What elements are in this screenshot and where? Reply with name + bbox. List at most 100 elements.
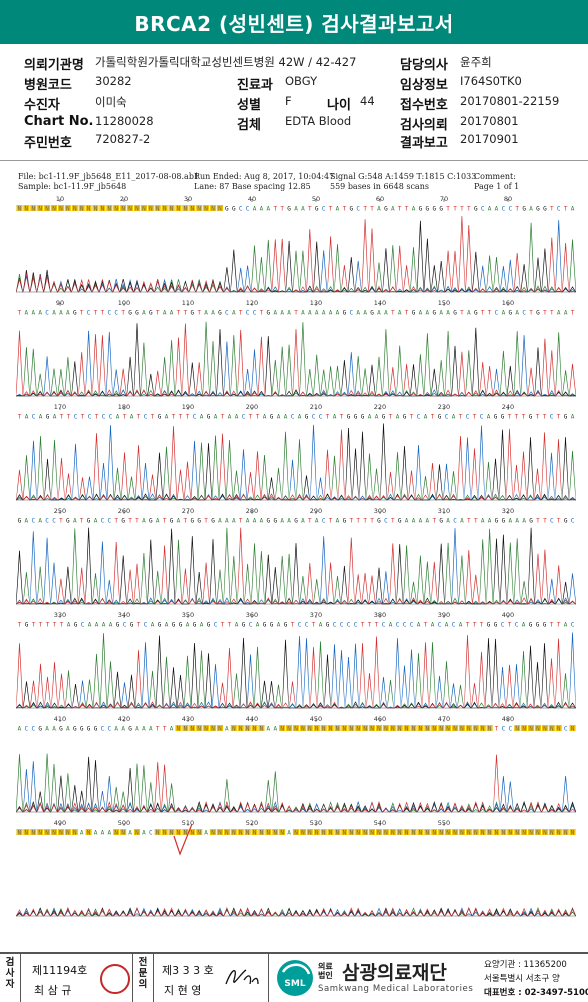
base-call-n bbox=[71, 829, 78, 835]
base-call: C bbox=[571, 622, 575, 629]
base-call: G bbox=[354, 414, 358, 421]
base-call: A bbox=[163, 310, 167, 317]
base-call: A bbox=[88, 622, 92, 629]
base-call-n bbox=[541, 829, 548, 835]
base-call-n bbox=[50, 829, 58, 835]
base-call: N bbox=[509, 830, 513, 837]
base-call: C bbox=[354, 622, 358, 629]
base-call: G bbox=[494, 622, 498, 629]
base-call: C bbox=[481, 206, 485, 213]
base-call: A bbox=[273, 726, 277, 733]
base-call: C bbox=[515, 622, 519, 629]
base-call: N bbox=[446, 830, 450, 837]
reviewer-name: 최 삼 규 bbox=[34, 984, 72, 997]
base-call: G bbox=[197, 518, 201, 525]
base-call: T bbox=[59, 518, 63, 525]
base-call-n bbox=[410, 725, 417, 731]
base-call: G bbox=[398, 518, 402, 525]
base-call: A bbox=[225, 518, 229, 525]
base-call: A bbox=[59, 310, 63, 317]
trace-panel-6: 410 420 430 440 450 460 470 480 A C C G A A G A G G G G C C A A… bbox=[16, 716, 576, 816]
trace-svg: 10 20 30 40 50 60 70 80N N N N N N N N N N N N N N N N N N N N N N N N… bbox=[16, 196, 576, 293]
base-call: T bbox=[128, 518, 132, 525]
base-call-n bbox=[479, 725, 486, 731]
base-call: N bbox=[398, 830, 402, 837]
base-call: A bbox=[419, 310, 423, 317]
base-call: A bbox=[368, 414, 372, 421]
base-call: T bbox=[273, 206, 277, 213]
base-call: N bbox=[25, 830, 29, 837]
base-call: T bbox=[389, 414, 393, 421]
base-call: A bbox=[66, 310, 70, 317]
tick-label: 470 bbox=[438, 716, 450, 723]
base-call: A bbox=[225, 726, 229, 733]
base-call: N bbox=[25, 206, 29, 213]
base-call-n bbox=[244, 829, 251, 835]
base-call: N bbox=[294, 726, 298, 733]
tick-label: 50 bbox=[312, 196, 320, 203]
base-call: T bbox=[326, 414, 330, 421]
base-call: C bbox=[25, 726, 29, 733]
base-call: C bbox=[501, 622, 505, 629]
base-call: C bbox=[550, 518, 554, 525]
base-call: T bbox=[543, 518, 547, 525]
base-call: A bbox=[294, 206, 298, 213]
base-call: C bbox=[114, 310, 118, 317]
trace-g bbox=[16, 423, 576, 501]
trace-t bbox=[16, 527, 576, 605]
base-call: N bbox=[163, 206, 167, 213]
trace-page: Page 1 of 1 bbox=[474, 182, 520, 191]
base-call: G bbox=[66, 518, 70, 525]
base-call: C bbox=[466, 414, 470, 421]
base-call: N bbox=[163, 830, 167, 837]
tick-label: 510 bbox=[182, 820, 194, 827]
base-call: N bbox=[439, 726, 443, 733]
base-call: N bbox=[156, 830, 160, 837]
base-call: A bbox=[228, 414, 232, 421]
base-call: A bbox=[186, 622, 190, 629]
base-call-n bbox=[230, 829, 237, 835]
base-call: A bbox=[204, 310, 208, 317]
base-call: A bbox=[301, 518, 305, 525]
tick-label: 100 bbox=[118, 300, 130, 307]
base-call: A bbox=[256, 622, 260, 629]
base-call-n bbox=[37, 829, 44, 835]
base-call: T bbox=[405, 206, 409, 213]
base-call: A bbox=[495, 206, 499, 213]
base-call: T bbox=[557, 518, 561, 525]
base-call: A bbox=[253, 206, 257, 213]
trace-panel-4: 250 260 270 280 290 300 310 320 G A C A C C T G A T G A C C T G… bbox=[16, 508, 576, 608]
base-call: T bbox=[46, 622, 50, 629]
base-call: G bbox=[305, 414, 309, 421]
base-call: C bbox=[108, 518, 112, 525]
base-call: N bbox=[59, 206, 63, 213]
base-call: A bbox=[170, 726, 174, 733]
base-call: N bbox=[363, 726, 367, 733]
base-call-n bbox=[431, 725, 438, 731]
base-call: C bbox=[144, 622, 148, 629]
base-call: A bbox=[94, 518, 98, 525]
trace-a bbox=[16, 222, 576, 293]
base-call: T bbox=[405, 310, 409, 317]
accession-value: 20170801-22159 bbox=[460, 94, 560, 108]
base-call: T bbox=[291, 622, 295, 629]
resident-no-value: 720827-2 bbox=[95, 132, 151, 146]
base-call: A bbox=[431, 622, 435, 629]
base-call: G bbox=[273, 518, 277, 525]
base-call-n bbox=[209, 829, 217, 835]
base-call: T bbox=[391, 310, 395, 317]
trace-t bbox=[16, 634, 576, 709]
base-call: T bbox=[368, 622, 372, 629]
base-call: T bbox=[480, 622, 484, 629]
base-call: T bbox=[370, 518, 374, 525]
base-call-n bbox=[320, 829, 327, 835]
base-call: T bbox=[95, 414, 99, 421]
base-call: N bbox=[73, 206, 77, 213]
base-call: N bbox=[343, 726, 347, 733]
base-call: C bbox=[149, 830, 153, 837]
base-call: N bbox=[349, 830, 353, 837]
base-call: T bbox=[453, 206, 457, 213]
tick-label: 210 bbox=[310, 404, 322, 411]
base-call: T bbox=[135, 518, 139, 525]
